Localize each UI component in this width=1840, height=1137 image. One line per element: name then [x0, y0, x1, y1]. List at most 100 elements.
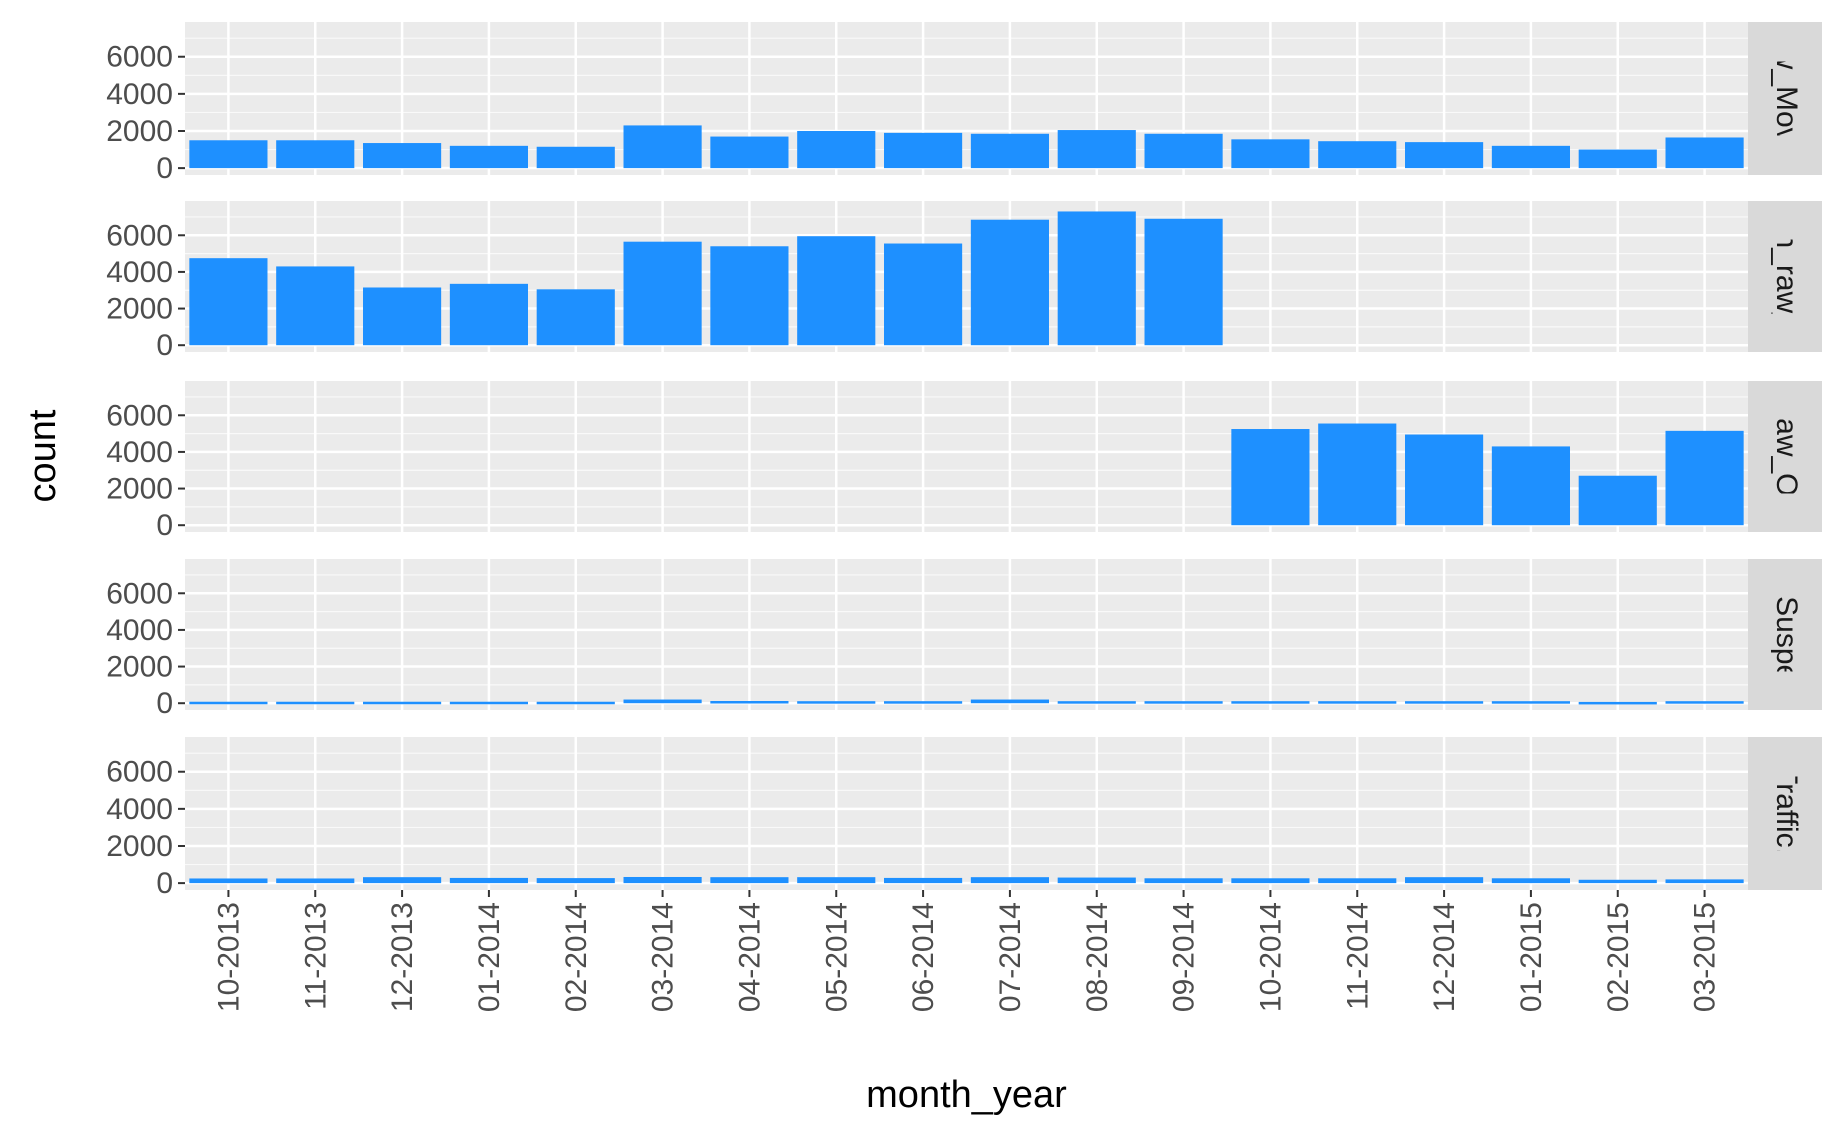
bar [276, 266, 355, 346]
bar [1578, 149, 1657, 169]
x-tick-label: 05-2014 [820, 902, 853, 1012]
x-tick-label: 01-2014 [473, 902, 506, 1012]
bar [1231, 878, 1310, 884]
bar [1405, 434, 1484, 526]
bar [710, 877, 789, 884]
y-tick-label: 2000 [106, 473, 173, 506]
bar [1318, 701, 1397, 704]
x-tick-label: 04-2014 [733, 902, 766, 1012]
bar [449, 877, 528, 884]
bar [884, 877, 963, 884]
bar [363, 701, 442, 705]
bar [449, 145, 528, 169]
x-tick-label: 01-2015 [1515, 902, 1548, 1012]
bar [1491, 145, 1570, 169]
y-tick-label: 6000 [106, 577, 173, 610]
bar [1665, 701, 1744, 704]
x-tick-label: 02-2014 [560, 902, 593, 1012]
x-tick-label: 10-2013 [212, 902, 245, 1012]
bar [884, 701, 963, 704]
bar [1144, 878, 1223, 884]
x-tick-label: 06-2014 [907, 902, 940, 1012]
y-tick-label: 4000 [106, 614, 173, 647]
bar [1057, 877, 1136, 884]
y-tick-label: 4000 [106, 436, 173, 469]
panel-background [185, 559, 1748, 710]
facet-strip [1748, 559, 1822, 710]
bar [1144, 133, 1223, 169]
y-tick-label: 2000 [106, 115, 173, 148]
y-tick-label: 6000 [106, 219, 173, 252]
bar [1491, 878, 1570, 884]
bar [623, 125, 702, 169]
bar [1665, 430, 1744, 526]
bar [363, 287, 442, 346]
bar [797, 130, 876, 169]
bar [1665, 879, 1744, 884]
facet-strip-label: _raw_Oth [1770, 390, 1803, 521]
bar [1057, 701, 1136, 704]
bar [1231, 701, 1310, 704]
bar [797, 236, 876, 346]
y-tick-label: 2000 [106, 651, 173, 684]
bar [1231, 139, 1310, 169]
bar [1318, 878, 1397, 884]
bar [189, 258, 268, 346]
y-tick-label: 4000 [106, 78, 173, 111]
bar [623, 876, 702, 884]
x-tick-label: 08-2014 [1081, 902, 1114, 1012]
bar [276, 140, 355, 169]
bar [710, 136, 789, 169]
bar [797, 701, 876, 704]
bar [970, 699, 1049, 704]
facet-strip-label: _Traffic.C [1770, 748, 1803, 877]
bar [189, 701, 268, 705]
bar [536, 701, 615, 705]
facet-strip-label: aw_Movin [1770, 31, 1803, 166]
x-tick-label: 11-2013 [299, 902, 332, 1010]
bar [363, 877, 442, 884]
y-tick-label: 0 [156, 687, 173, 720]
x-tick-label: 03-2015 [1689, 902, 1722, 1012]
bar [1578, 879, 1657, 884]
facet-strip [1748, 381, 1822, 532]
bar [536, 289, 615, 346]
bar [797, 877, 876, 884]
y-tick-label: 4000 [106, 793, 173, 826]
bar [1491, 701, 1570, 704]
panel-background [185, 737, 1748, 890]
bar [1665, 137, 1744, 169]
bar [1405, 142, 1484, 169]
bar [1405, 701, 1484, 704]
bar [1057, 130, 1136, 169]
y-tick-label: 6000 [106, 756, 173, 789]
x-axis-title: month_year [866, 1074, 1067, 1116]
bar [970, 219, 1049, 346]
bar [536, 146, 615, 169]
y-axis-title: count [22, 409, 64, 502]
y-tick-label: 2000 [106, 293, 173, 326]
x-tick-label: 09-2014 [1168, 902, 1201, 1012]
facet-strip-label: /_Suspen [1770, 571, 1803, 698]
bar [970, 133, 1049, 169]
bar [189, 878, 268, 884]
y-tick-label: 6000 [106, 399, 173, 432]
bar [1405, 877, 1484, 884]
bar [449, 701, 528, 705]
bar [1144, 218, 1223, 346]
bar [276, 878, 355, 884]
bar [1578, 701, 1657, 705]
bar [1231, 429, 1310, 526]
bar [623, 241, 702, 346]
bar [449, 283, 528, 346]
facet-strip [1748, 22, 1822, 175]
bar [1318, 141, 1397, 169]
y-tick-label: 6000 [106, 41, 173, 74]
x-tick-label: 11-2014 [1341, 902, 1374, 1010]
x-tick-label: 10-2014 [1254, 902, 1287, 1012]
y-tick-label: 0 [156, 152, 173, 185]
facet-strip [1748, 201, 1822, 352]
y-tick-label: 0 [156, 329, 173, 362]
bar [970, 877, 1049, 884]
bar [536, 878, 615, 884]
